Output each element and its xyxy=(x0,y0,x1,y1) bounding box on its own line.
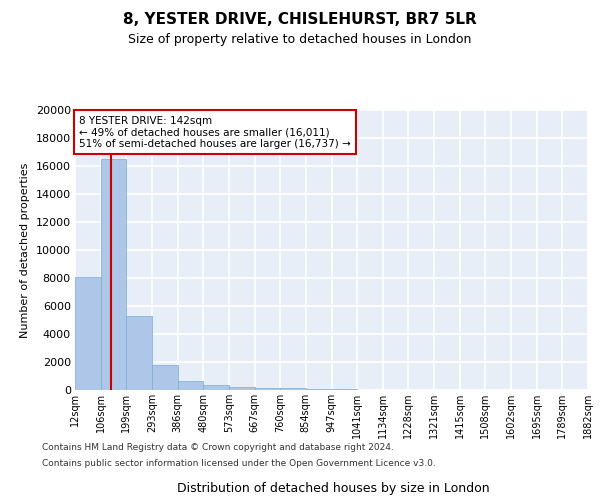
Text: Distribution of detached houses by size in London: Distribution of detached houses by size … xyxy=(176,482,490,495)
Text: Contains HM Land Registry data © Crown copyright and database right 2024.: Contains HM Land Registry data © Crown c… xyxy=(42,444,394,452)
Bar xyxy=(101,159,127,390)
Bar xyxy=(203,386,229,390)
Bar xyxy=(306,389,331,390)
Bar xyxy=(75,276,101,390)
Bar xyxy=(229,387,254,390)
Text: 8 YESTER DRIVE: 142sqm
← 49% of detached houses are smaller (16,011)
51% of semi: 8 YESTER DRIVE: 142sqm ← 49% of detached… xyxy=(79,116,350,149)
Bar xyxy=(127,316,152,390)
Text: 8, YESTER DRIVE, CHISLEHURST, BR7 5LR: 8, YESTER DRIVE, CHISLEHURST, BR7 5LR xyxy=(123,12,477,28)
Bar xyxy=(178,381,203,390)
Text: Contains public sector information licensed under the Open Government Licence v3: Contains public sector information licen… xyxy=(42,458,436,468)
Bar xyxy=(280,388,306,390)
Y-axis label: Number of detached properties: Number of detached properties xyxy=(20,162,30,338)
Bar xyxy=(254,388,280,390)
Text: Size of property relative to detached houses in London: Size of property relative to detached ho… xyxy=(128,32,472,46)
Bar xyxy=(152,365,178,390)
